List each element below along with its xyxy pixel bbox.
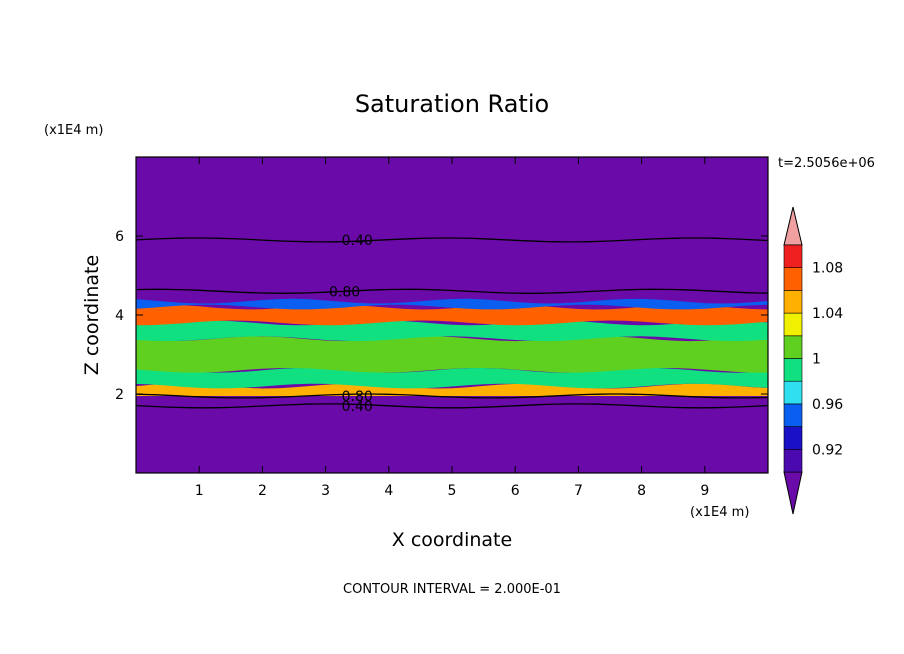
x-tick-label: 1 — [195, 483, 204, 499]
colorbar-swatch — [783, 426, 803, 450]
saturation-layer — [136, 304, 768, 326]
y-tick-label: 2 — [115, 387, 124, 403]
x-tick-label: 9 — [700, 483, 709, 499]
x-tick-label: 4 — [384, 483, 393, 499]
x-tick-label: 8 — [637, 483, 646, 499]
colorbar-level-label: 0.96 — [812, 397, 843, 413]
colorbar: 0.92 0.96 1 1.04 1.08 — [783, 206, 843, 515]
contour-line — [135, 288, 769, 294]
x-tick-label: 6 — [511, 483, 520, 499]
contour-label: 0.40 — [342, 399, 373, 415]
x-axis-ticks: 1 2 3 4 5 6 7 8 9 — [195, 157, 709, 499]
saturation-layer — [136, 383, 768, 396]
colorbar-swatch — [783, 403, 803, 427]
x-axis-label: X coordinate — [392, 529, 512, 551]
saturation-layer — [136, 367, 768, 389]
colorbar-level-label: 1.04 — [812, 306, 843, 322]
colorbar-level-label: 1 — [812, 352, 821, 368]
chart-title: Saturation Ratio — [355, 90, 549, 118]
saturation-layer — [136, 336, 768, 373]
contour-line — [135, 237, 769, 243]
contour-label: 0.40 — [342, 233, 373, 249]
contour-line — [135, 393, 769, 399]
x-tick-label: 7 — [574, 483, 583, 499]
colorbar-over-arrow — [783, 206, 803, 246]
y-tick-label: 6 — [115, 229, 124, 245]
colorbar-swatch — [783, 335, 803, 359]
x-unit-label: (x1E4 m) — [690, 505, 749, 520]
colorbar-swatch — [783, 380, 803, 405]
colorbar-under-arrow — [783, 471, 803, 515]
time-label: t=2.5056e+06 — [778, 156, 875, 171]
contour-line — [135, 403, 769, 409]
colorbar-swatch — [783, 448, 803, 473]
contour-label: 0.80 — [342, 389, 373, 405]
colorbar-swatch — [783, 267, 803, 291]
saturation-layer — [136, 298, 768, 310]
colorbar-swatch — [783, 312, 803, 337]
colorbar-swatch — [783, 244, 803, 269]
contour-interval-footer: CONTOUR INTERVAL = 2.000E-01 — [343, 582, 561, 597]
x-tick-label: 2 — [258, 483, 267, 499]
y-axis-label: Z coordinate — [81, 255, 103, 375]
colorbar-level-label: 0.92 — [812, 442, 843, 458]
x-tick-label: 3 — [321, 483, 330, 499]
contour-label: 0.80 — [329, 284, 360, 300]
y-unit-label: (x1E4 m) — [44, 123, 103, 138]
y-axis-ticks: 2 4 6 — [115, 229, 768, 403]
colorbar-swatch — [783, 358, 803, 382]
x-tick-label: 5 — [448, 483, 457, 499]
colorbar-level-label: 1.08 — [812, 261, 843, 277]
contour-lines: 0.400.800.800.40 — [135, 233, 769, 415]
y-tick-label: 4 — [115, 308, 124, 324]
plot-area: 0.400.800.800.40 — [135, 156, 769, 474]
saturation-layer — [136, 320, 768, 342]
saturation-layers — [136, 298, 768, 396]
colorbar-swatch — [783, 290, 803, 314]
